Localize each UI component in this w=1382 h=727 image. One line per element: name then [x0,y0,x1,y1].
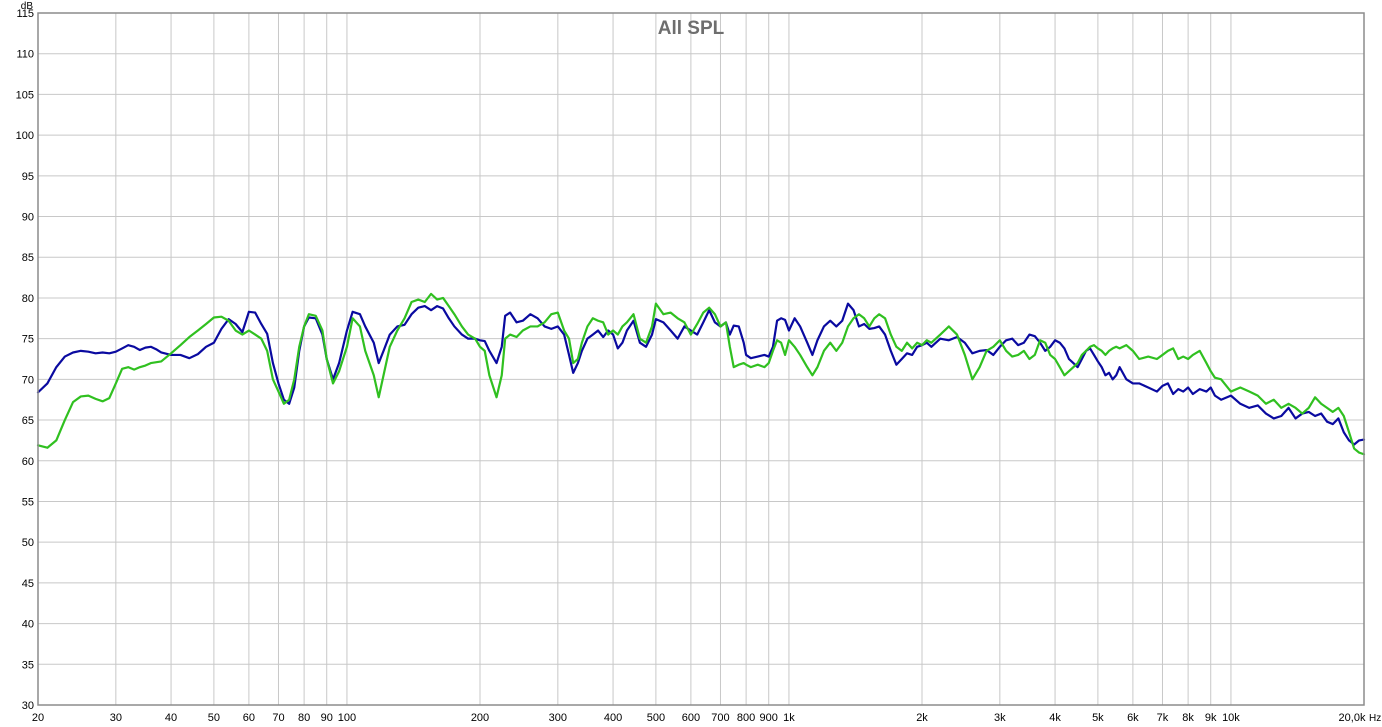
x-axis-unit: Hz [1369,713,1381,724]
x-tick-label-23: 7k [1157,712,1169,724]
x-tick-label-6: 80 [298,712,310,724]
x-tick-label-12: 500 [647,712,665,724]
x-tick-label-9: 200 [471,712,489,724]
y-tick-label-8: 70 [22,374,34,386]
y-tick-label-5: 55 [22,496,34,508]
plot-border [37,12,1365,706]
x-tick-label-25: 9k [1205,712,1217,724]
y-tick-label-10: 80 [22,293,34,305]
y-tick-label-13: 95 [22,171,34,183]
y-tick-label-16: 110 [16,49,34,61]
x-tick-label-21: 5k [1092,712,1104,724]
x-tick-label-0: 20 [32,712,44,724]
x-tick-label-15: 800 [737,712,755,724]
x-tick-label-19: 3k [994,712,1006,724]
x-tick-label-24: 8k [1182,712,1194,724]
y-tick-label-2: 40 [22,619,34,631]
y-tick-label-7: 65 [22,415,34,427]
x-tick-label-4: 60 [243,712,255,724]
y-axis-label: dB [21,1,34,12]
x-tick-label-1: 30 [110,712,122,724]
x-tick-label-20: 4k [1049,712,1061,724]
x-tick-label-22: 6k [1127,712,1139,724]
x-tick-label-10: 300 [549,712,567,724]
x-tick-label-11: 400 [604,712,622,724]
y-tick-label-14: 100 [16,130,34,142]
y-tick-label-6: 60 [22,456,34,468]
series-line-0 [36,302,1366,446]
y-tick-label-12: 90 [22,212,34,224]
plot-background [38,13,1364,705]
x-tick-label-27: 20,0k [1339,712,1366,724]
x-tick-label-8: 100 [338,712,356,724]
y-tick-label-3: 45 [22,578,34,590]
x-axis-ticks: 20 30 40 50 60 70 80 90 100 200 300 400 500 600 700 800… [32,712,1366,724]
x-tick-label-7: 90 [321,712,333,724]
y-tick-label-11: 85 [22,252,34,264]
x-tick-label-5: 70 [272,712,284,724]
x-tick-label-18: 2k [916,712,928,724]
x-tick-label-26: 10k [1222,712,1240,724]
x-tick-label-13: 600 [682,712,700,724]
series-group [36,292,1366,456]
x-tick-label-3: 50 [208,712,220,724]
y-tick-label-15: 105 [16,89,34,101]
x-tick-label-16: 900 [760,712,778,724]
y-tick-label-17: 115 [16,8,34,20]
x-tick-label-17: 1k [783,712,795,724]
series-line-1 [36,292,1366,456]
y-axis-ticks: 30 35 40 45 50 55 60 65 70 75 80 85 90 95 100 105 110 115 [16,8,34,712]
y-tick-label-0: 30 [22,700,34,712]
y-tick-label-1: 35 [22,659,34,671]
chart-title: All SPL [658,18,725,39]
x-tick-label-14: 700 [711,712,729,724]
y-tick-label-9: 75 [22,334,34,346]
x-tick-label-2: 40 [165,712,177,724]
y-tick-label-4: 50 [22,537,34,549]
